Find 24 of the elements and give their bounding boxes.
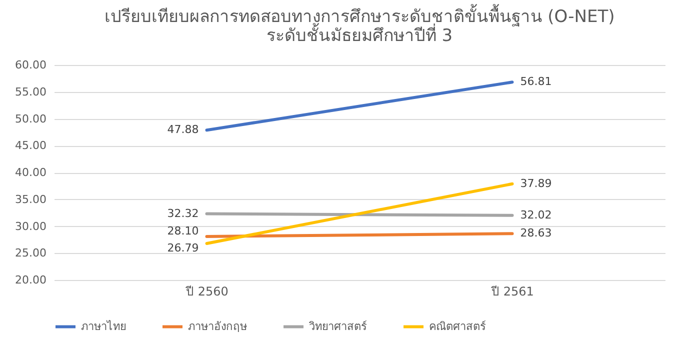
y-tick-label: 60.00	[15, 58, 46, 72]
y-tick-label: 30.00	[15, 220, 46, 233]
data-label: 28.10	[167, 224, 199, 238]
chart-title: เปรียบเทียบผลการทดสอบทางการศึกษาระดับชาติขั้นพื้นฐาน (O-NET) ระดับชั้นมัธยมศึกษาปีที่ 3	[104, 4, 615, 46]
legend-label: คณิตศาสตร์	[429, 320, 486, 333]
y-tick-label: 50.00	[15, 112, 46, 126]
legend-label: ภาษาไทย	[81, 320, 126, 333]
y-tick-label: 40.00	[15, 166, 46, 179]
x-tick-label: ปี 2561	[490, 284, 534, 298]
data-label: 32.32	[167, 206, 199, 220]
legend-label: ภาษาอังกฤษ	[188, 320, 247, 333]
data-label: 37.89	[520, 176, 552, 190]
x-tick-label: ปี 2560	[185, 284, 228, 298]
y-tick-label: 55.00	[15, 85, 46, 98]
legend-label: วิทยาศาสตร์	[308, 320, 367, 333]
data-label: 26.79	[167, 242, 199, 255]
data-label: 32.02	[520, 208, 552, 222]
data-label: 28.63	[520, 226, 552, 240]
data-label: 47.88	[167, 123, 199, 136]
data-label: 56.81	[520, 75, 552, 88]
y-tick-label: 35.00	[15, 192, 46, 206]
y-tick-label: 25.00	[15, 246, 46, 260]
y-tick-label: 45.00	[15, 139, 46, 152]
y-tick-label: 20.00	[15, 274, 46, 286]
